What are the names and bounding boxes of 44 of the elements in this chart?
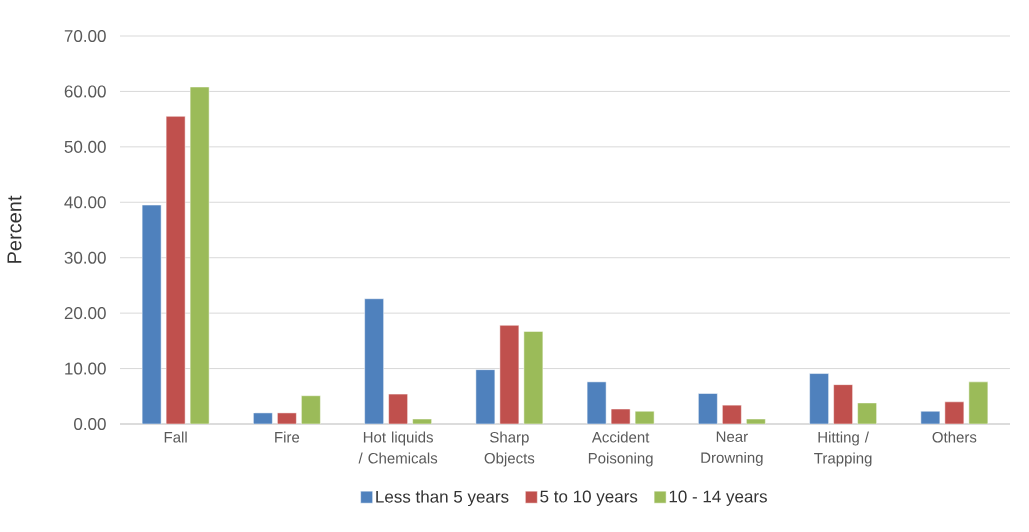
x-tick-label: Near Drowning <box>701 431 763 466</box>
bar <box>189 86 210 424</box>
x-tick-label: Fire <box>275 431 300 443</box>
y-tick-label: 70.00 <box>64 29 106 43</box>
y-tick-label: 10.00 <box>65 362 106 375</box>
bar <box>746 418 766 424</box>
bar <box>165 116 186 424</box>
y-tick-label: 0.00 <box>74 417 106 431</box>
bar <box>499 325 520 424</box>
x-tick-label: Sharp Objects <box>484 431 535 467</box>
bar <box>968 381 989 424</box>
bar <box>698 393 718 424</box>
y-tick-label: 30.00 <box>64 251 106 264</box>
bar <box>523 331 544 424</box>
x-tick-label: Others <box>932 431 977 443</box>
x-tick-label: Accident Poisoning <box>588 431 653 467</box>
bar <box>809 373 829 424</box>
bar <box>301 395 321 424</box>
bar <box>253 412 273 424</box>
y-axis-title: Percent <box>7 195 22 263</box>
y-tick-label: 60.00 <box>64 85 106 98</box>
y-tick-label: 50.00 <box>64 140 106 153</box>
bar <box>833 384 853 424</box>
bar <box>388 393 408 424</box>
bar <box>857 402 877 424</box>
x-tick-label: Fall <box>164 431 187 443</box>
bar <box>141 204 162 424</box>
bar <box>610 408 631 424</box>
x-tick-label: Hot liquids / Chemicals <box>358 431 438 464</box>
legend-label: 5 to 10 years <box>540 490 638 506</box>
bar <box>920 410 941 424</box>
bar <box>475 369 496 424</box>
y-tick-label: 40.00 <box>64 196 106 209</box>
bar <box>412 418 432 424</box>
y-tick-label: 20.00 <box>64 307 106 320</box>
bar <box>586 381 607 424</box>
legend-label: Less than 5 years <box>376 490 509 507</box>
bar <box>364 298 384 424</box>
bar <box>944 401 965 424</box>
bar <box>722 404 742 424</box>
x-tick-label: Hitting / Trapping <box>814 431 872 467</box>
bar <box>277 412 297 424</box>
bar <box>634 410 655 424</box>
legend-label: 10 - 14 years <box>669 490 767 506</box>
